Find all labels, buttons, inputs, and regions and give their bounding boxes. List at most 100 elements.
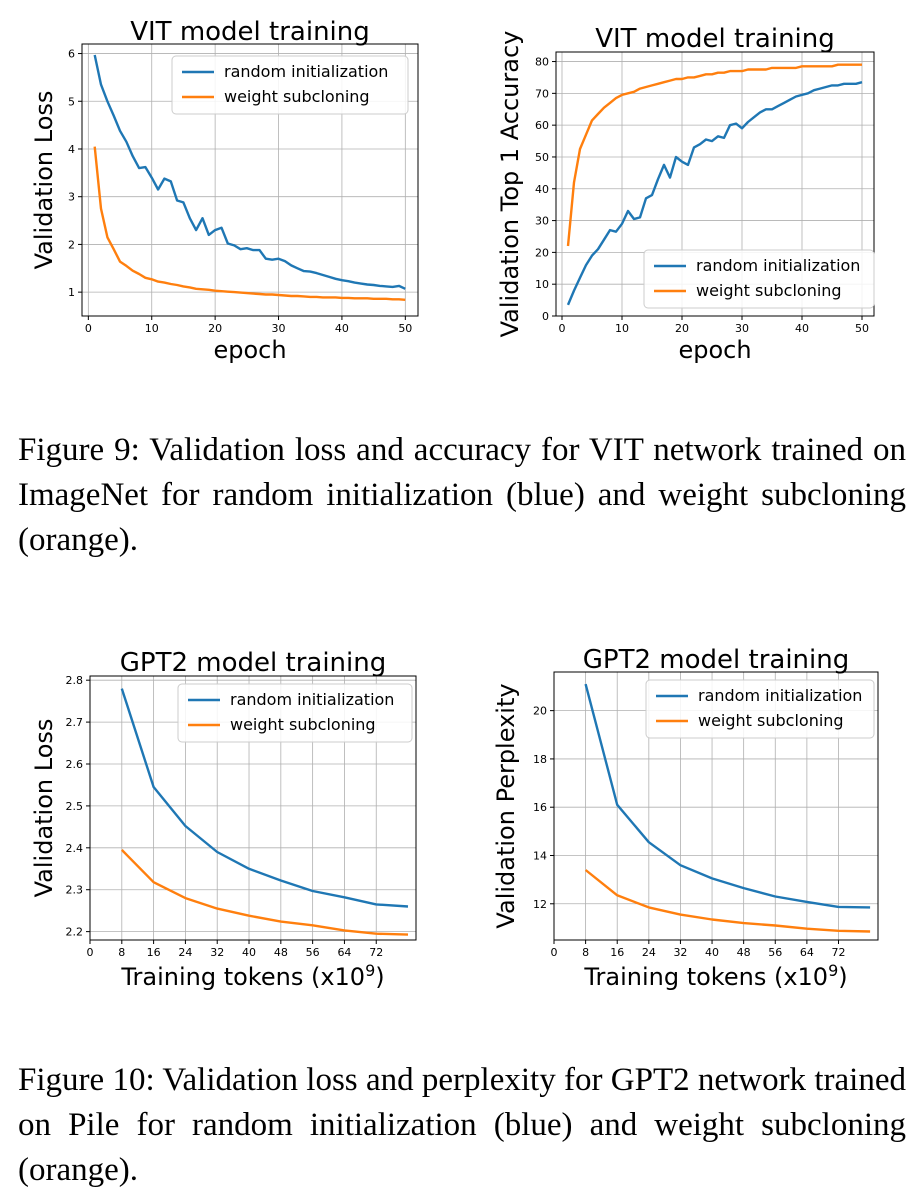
- series-line-random-initialization: [584, 683, 871, 909]
- chart-title: VIT model training: [130, 17, 370, 47]
- x-tick-label: 0: [85, 322, 92, 335]
- x-tick-label: 32: [210, 946, 224, 959]
- x-tick-label: 40: [242, 946, 256, 959]
- y-tick-label: 0: [542, 310, 549, 323]
- x-tick-label: 0: [559, 322, 566, 335]
- legend-entry: random initialization: [696, 256, 860, 275]
- x-tick-label: 32: [673, 946, 687, 959]
- legend-entry: random initialization: [698, 686, 862, 705]
- vit-loss-chart: 0 10 20 30 40 50 1 2 3 4 5 6 VIT model training epoch…: [0, 0, 462, 380]
- x-tick-label: 40: [705, 946, 719, 959]
- x-tick-label: 30: [735, 322, 749, 335]
- chart-title: GPT2 model training: [583, 645, 849, 675]
- chart-title: VIT model training: [595, 24, 835, 54]
- y-tick-label: 20: [535, 246, 549, 259]
- y-axis-label: Validation Loss: [30, 91, 58, 270]
- plot-frame: [81, 43, 419, 317]
- plot-frame: [553, 671, 879, 941]
- y-tick-label: 18: [533, 753, 547, 766]
- legend-box: [171, 55, 409, 115]
- y-axis-label: Validation Perplexity: [492, 683, 520, 928]
- y-tick-label: 2.5: [66, 800, 84, 813]
- gpt2-loss-chart: 0 8 16 24 32 40 48 56 64 72 2.2 2.3 2.4 2.5 2.6 2.7 2.8 G…: [0, 640, 462, 1010]
- x-axis-label: Training tokens (x109): [583, 961, 847, 992]
- series-line-weight-subcloning: [93, 146, 406, 301]
- legend-box: [177, 683, 413, 743]
- y-tick-label: 10: [535, 278, 549, 291]
- x-tick-label: 56: [306, 946, 320, 959]
- x-tick-label: 72: [831, 946, 845, 959]
- plot-frame: [89, 675, 417, 941]
- y-tick-label: 14: [533, 849, 547, 862]
- x-tick-label: 20: [675, 322, 689, 335]
- y-tick-label: 80: [535, 56, 549, 69]
- x-axis-label: epoch: [213, 336, 286, 364]
- y-tick-label: 3: [68, 191, 75, 204]
- vit-accuracy-chart-svg: 0 10 20 30 40 50 0 10 20 30 40 50 60 70 80 VIT model tr…: [496, 24, 875, 364]
- y-tick-label: 12: [533, 898, 547, 911]
- y-tick-label: 2.3: [66, 884, 84, 897]
- legend-entry: weight subcloning: [224, 87, 370, 106]
- y-tick-label: 2: [68, 238, 75, 251]
- y-tick-label: 2.2: [66, 926, 84, 939]
- vit-accuracy-chart: 0 10 20 30 40 50 0 10 20 30 40 50 60 70 80 VIT model tr…: [462, 0, 924, 380]
- gpt2-perplexity-chart: 0 8 16 24 32 40 48 56 64 72 12 14 16 18 20 GPT2 model t…: [462, 640, 924, 1010]
- y-axis-label: Validation Top 1 Accuracy: [496, 31, 524, 338]
- y-tick-label: 5: [68, 95, 75, 108]
- series-line-random-initialization: [566, 81, 863, 306]
- y-tick-label: 70: [535, 87, 549, 100]
- series-line-weight-subcloning: [584, 869, 871, 933]
- x-tick-label: 24: [178, 946, 192, 959]
- series-line-random-initialization: [93, 54, 406, 290]
- x-tick-label: 56: [768, 946, 782, 959]
- x-tick-label: 50: [398, 322, 412, 335]
- legend-entry: weight subcloning: [696, 281, 842, 300]
- x-tick-label: 8: [582, 946, 589, 959]
- legend-entry: weight subcloning: [698, 711, 844, 730]
- gpt2-perplexity-chart-svg: 0 8 16 24 32 40 48 56 64 72 12 14 16 18 20 GPT2 model t…: [492, 645, 879, 992]
- legend-box: [645, 679, 875, 739]
- y-tick-label: 6: [68, 48, 75, 61]
- x-tick-label: 24: [642, 946, 656, 959]
- x-tick-label: 16: [610, 946, 624, 959]
- x-tick-label: 30: [272, 322, 286, 335]
- x-tick-label: 48: [737, 946, 751, 959]
- figure-9-caption: Figure 9: Validation loss and accuracy f…: [18, 432, 906, 558]
- x-tick-label: 40: [335, 322, 349, 335]
- vit-loss-chart-svg: 0 10 20 30 40 50 1 2 3 4 5 6 VIT model training epoch…: [30, 17, 419, 364]
- y-tick-label: 2.6: [66, 758, 84, 771]
- x-tick-label: 0: [551, 946, 558, 959]
- y-tick-label: 30: [535, 215, 549, 228]
- y-tick-label: 20: [533, 705, 547, 718]
- y-axis-label: Validation Loss: [30, 719, 58, 898]
- series-line-weight-subcloning: [566, 63, 862, 247]
- y-tick-label: 2.4: [66, 842, 84, 855]
- figure-10-caption: Figure 10: Validation loss and perplexit…: [18, 1062, 906, 1188]
- y-tick-label: 60: [535, 119, 549, 132]
- x-axis-label: Training tokens (x109): [120, 961, 384, 992]
- plot-frame: [555, 51, 875, 317]
- legend-entry: random initialization: [230, 690, 394, 709]
- x-tick-label: 8: [118, 946, 125, 959]
- x-tick-label: 40: [795, 322, 809, 335]
- x-tick-label: 10: [145, 322, 159, 335]
- y-tick-label: 1: [68, 286, 75, 299]
- y-tick-label: 50: [535, 151, 549, 164]
- series-line-random-initialization: [120, 688, 409, 908]
- series-line-weight-subcloning: [120, 849, 409, 936]
- x-axis-label: epoch: [678, 336, 751, 364]
- y-tick-label: 2.8: [66, 674, 84, 687]
- y-tick-label: 4: [68, 143, 75, 156]
- x-tick-label: 50: [855, 322, 869, 335]
- gpt2-loss-chart-svg: 0 8 16 24 32 40 48 56 64 72 2.2 2.3 2.4 2.5 2.6 2.7 2.8 G…: [30, 648, 417, 992]
- x-tick-label: 16: [147, 946, 161, 959]
- x-tick-label: 20: [208, 322, 222, 335]
- y-tick-label: 40: [535, 183, 549, 196]
- x-tick-label: 64: [337, 946, 351, 959]
- y-tick-label: 2.7: [66, 716, 84, 729]
- x-tick-label: 0: [87, 946, 94, 959]
- chart-title: GPT2 model training: [120, 648, 386, 678]
- legend-box: [643, 249, 875, 309]
- legend-entry: weight subcloning: [230, 715, 376, 734]
- x-tick-label: 64: [800, 946, 814, 959]
